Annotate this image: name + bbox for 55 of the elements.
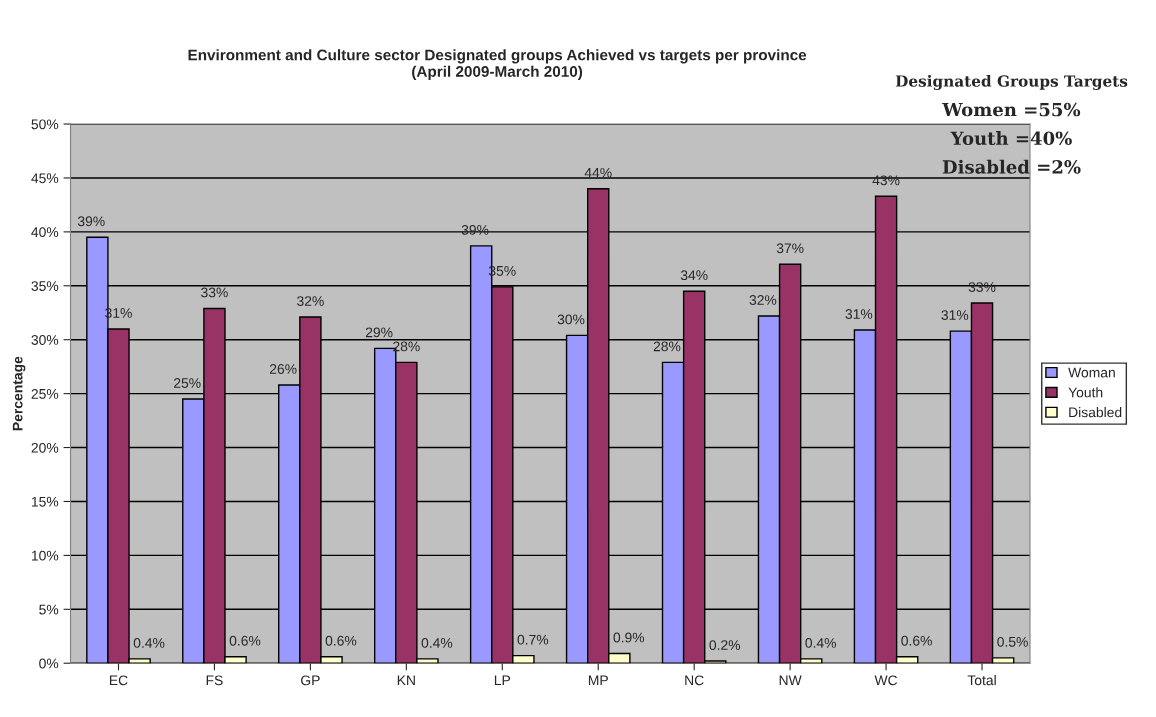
y-tick-label: 35% <box>31 281 59 291</box>
y-axis-title: Percentage <box>12 356 26 431</box>
data-label: 28% <box>653 341 681 352</box>
y-tick-label: 40% <box>31 227 59 238</box>
y-tick-label: 5% <box>39 604 59 615</box>
chart-title: Environment and Culture sector Designated groups Achieved vs targets per province (April 2009-March 2010) <box>188 49 807 80</box>
y-tick-label: 45% <box>31 173 59 184</box>
data-label: 26% <box>269 364 297 374</box>
y-tick-label: 30% <box>31 335 59 345</box>
data-label: 31% <box>845 309 873 319</box>
y-tick-label: 20% <box>31 442 59 453</box>
x-tick-label: LP <box>494 675 511 686</box>
y-tick-label: 0% <box>39 658 59 669</box>
data-label: 44% <box>584 167 612 178</box>
data-label: 29% <box>365 327 393 338</box>
data-label: 0.6% <box>325 635 357 646</box>
text: Women =55% <box>942 102 1081 117</box>
data-label: 31% <box>941 310 969 321</box>
x-tick-label: WC <box>874 675 898 686</box>
data-label: 39% <box>77 216 105 227</box>
data-label: 25% <box>174 378 201 388</box>
legend-label: Woman <box>1068 367 1115 378</box>
data-label: 0.2% <box>709 640 741 650</box>
data-label: 28% <box>393 341 420 352</box>
x-tick-label: Total <box>967 675 996 686</box>
legend-label: Youth <box>1068 387 1103 398</box>
data-label: 37% <box>776 243 804 254</box>
data-label: 30% <box>557 314 585 325</box>
x-tick-label: EC <box>109 675 128 686</box>
data-label: 0.5% <box>997 636 1028 647</box>
data-label: 34% <box>680 270 708 281</box>
annotation: Disabled =2% <box>942 159 1081 174</box>
data-label: 0.4% <box>805 638 837 648</box>
y-tick-label: 50% <box>31 119 59 130</box>
data-label: 0.6% <box>229 635 261 646</box>
data-label: 0.6% <box>901 635 932 646</box>
data-label: 32% <box>749 295 777 305</box>
x-tick-label: NW <box>779 675 802 686</box>
legend-label: Disabled <box>1069 407 1122 418</box>
data-label: 0.4% <box>421 638 453 648</box>
data-label: 0.4% <box>133 638 165 648</box>
data-label: 0.7% <box>517 634 549 645</box>
text: Designated Groups Targets <box>895 74 1128 90</box>
data-label: 33% <box>201 287 228 298</box>
data-label: 32% <box>297 296 324 306</box>
annotation: Youth =40% <box>950 131 1072 146</box>
y-tick-label: 15% <box>31 496 59 507</box>
x-tick-label: MP <box>588 675 608 686</box>
y-tick-label: 10% <box>31 550 59 561</box>
data-label: 0.9% <box>613 632 645 643</box>
x-tick-label: KN <box>397 675 415 686</box>
x-tick-label: FS <box>206 675 223 686</box>
x-tick-label: NC <box>685 675 704 686</box>
y-tick-label: 25% <box>31 388 59 399</box>
x-tick-label: GP <box>301 675 320 686</box>
